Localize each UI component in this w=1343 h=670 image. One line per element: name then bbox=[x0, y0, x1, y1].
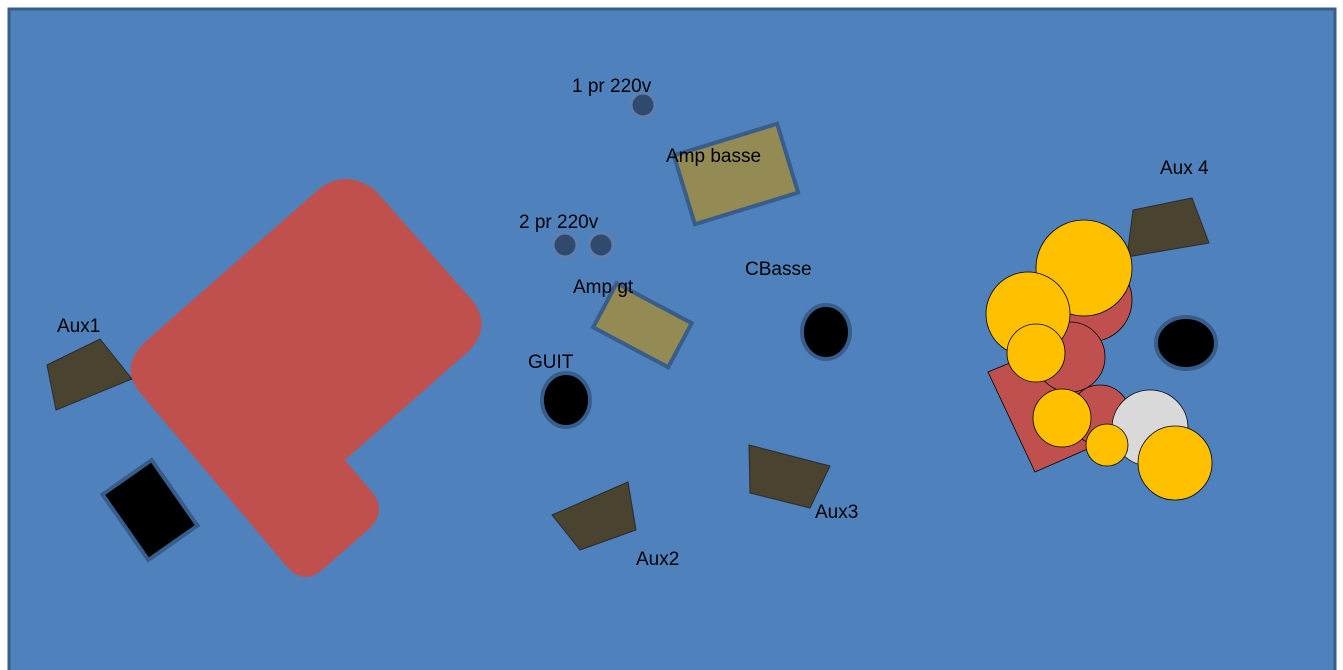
label-amp-gt: Amp gt bbox=[573, 277, 634, 298]
power-outlet-2b bbox=[587, 231, 615, 259]
monitor-wedge-aux3 bbox=[748, 444, 831, 509]
drum-riser-shape bbox=[130, 179, 482, 578]
label-guit: GUIT bbox=[528, 352, 574, 373]
drum-mic bbox=[1154, 315, 1218, 371]
amp-basse bbox=[671, 121, 801, 227]
power-outlet-2a bbox=[551, 231, 579, 259]
monitor-wedge-aux4 bbox=[1126, 197, 1210, 258]
cymbal-splash bbox=[1032, 388, 1092, 448]
drum-kit bbox=[985, 219, 1213, 501]
label-outlet-1: 1 pr 220v bbox=[572, 76, 652, 97]
cymbal-low bbox=[1137, 425, 1213, 501]
label-outlet-2: 2 pr 220v bbox=[519, 212, 599, 233]
label-aux1: Aux1 bbox=[57, 316, 100, 337]
cymbal-china bbox=[1006, 323, 1066, 383]
guit-mic bbox=[540, 371, 592, 429]
label-cbasse: CBasse bbox=[745, 259, 812, 280]
hi-hat bbox=[1085, 423, 1129, 467]
black-box bbox=[99, 457, 201, 563]
label-aux4: Aux 4 bbox=[1160, 158, 1209, 179]
amp-gt bbox=[590, 280, 695, 370]
label-amp-basse: Amp basse bbox=[666, 146, 761, 167]
monitor-wedge-aux2 bbox=[551, 481, 637, 551]
monitor-wedge-aux1 bbox=[46, 338, 133, 411]
power-outlet-1 bbox=[629, 91, 657, 119]
cbasse-mic bbox=[800, 303, 852, 361]
label-aux2: Aux2 bbox=[636, 549, 679, 570]
label-aux3: Aux3 bbox=[815, 502, 858, 523]
